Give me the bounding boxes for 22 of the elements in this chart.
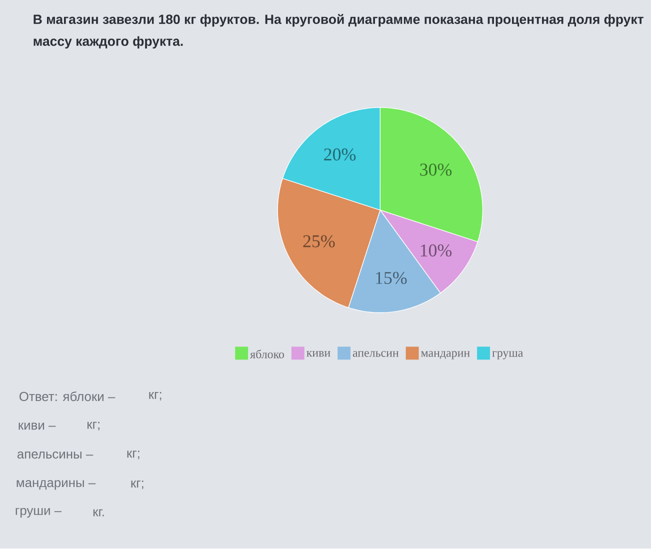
text: кг;: [131, 480, 144, 490]
text: киви –: [18, 422, 56, 430]
text: апельсины –: [17, 452, 94, 459]
text: груши –: [16, 508, 62, 518]
data-label: 10%: [420, 244, 452, 257]
legend-label: мандарин: [421, 351, 470, 360]
text: кг;: [127, 450, 140, 460]
text: Ответ: яблоки –: [20, 392, 116, 402]
data-label: 20%: [324, 148, 356, 161]
text: мандарины –: [16, 480, 96, 490]
legend-label: яблоко: [250, 350, 284, 358]
data-label: 15%: [376, 272, 407, 284]
chart-title: В магазин завезли 180 кг фруктов. На круговой диаграмме показана процентная доля фрукт: [34, 14, 644, 27]
data-label: 30%: [420, 164, 452, 176]
legend-label: апельсин: [352, 351, 399, 358]
legend-label: груша: [492, 351, 524, 360]
data-label: 25%: [303, 235, 335, 248]
text: кг;: [87, 422, 100, 431]
text: массу каждого фрукта.: [34, 36, 183, 49]
text: кг.: [93, 510, 104, 516]
legend-label: киви: [306, 351, 330, 357]
text: кг;: [149, 392, 162, 401]
